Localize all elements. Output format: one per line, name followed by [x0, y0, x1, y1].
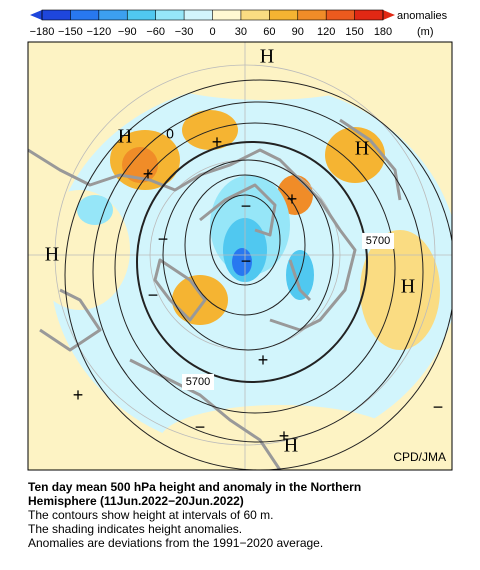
high-label: H [355, 138, 369, 160]
contour-label: 5700 [366, 235, 390, 247]
colorbar-unit: (m) [417, 26, 434, 38]
minus-sign: − [241, 196, 252, 216]
colorbar-tick-label: −60 [146, 26, 165, 38]
colorbar-segment [155, 10, 185, 20]
caption-title: Ten day mean 500 hPa height and anomaly … [28, 480, 361, 508]
minus-sign: − [195, 417, 206, 437]
minus-sign: − [148, 285, 159, 305]
anomaly-signs: + + + + + + − − − − − − 0 [73, 126, 444, 446]
anomaly-area [160, 405, 400, 470]
caption-title-line: Hemisphere (11Jun.2022−20Jun.2022) [28, 494, 244, 508]
figure: −180 −150 −120 −90 −60 −30 0 30 60 90 120 150 180 an… [27, 9, 453, 471]
high-label: H [45, 244, 59, 266]
anomaly-area [77, 195, 113, 225]
plus-sign: + [279, 426, 290, 446]
caption-body: The contours show height at intervals of… [28, 508, 323, 550]
colorbar-tick-label: 30 [235, 26, 247, 38]
minus-sign: − [158, 229, 169, 249]
colorbar-segment [269, 10, 299, 20]
plus-sign: + [212, 132, 223, 152]
high-label: H [284, 435, 298, 457]
colorbar-segment [212, 10, 242, 20]
colorbar-tick-label: 90 [292, 26, 304, 38]
map-labels: H H H H H H [45, 46, 415, 457]
colorbar-tick-label: 0 [209, 26, 215, 38]
colorbar-segment [127, 10, 157, 20]
plus-sign: + [73, 385, 84, 405]
minus-sign: − [241, 251, 252, 271]
contour-label-box [182, 374, 214, 390]
plus-sign: + [143, 164, 154, 184]
anomaly-area [145, 42, 385, 100]
high-label: H [260, 46, 274, 68]
anomaly-area [360, 230, 440, 350]
colorbar-tick-label: 150 [345, 26, 363, 38]
contour-label-box [362, 233, 394, 249]
credit: CPD/JMA [393, 450, 446, 464]
colorbar-segment [98, 10, 128, 20]
caption-line: The shading indicates height anomalies. [28, 522, 243, 536]
map-frame [27, 41, 453, 471]
colorbar-segment [354, 10, 384, 20]
high-label: H [401, 276, 415, 298]
colorbar-tick-label: −120 [86, 26, 111, 38]
colorbar-tick-label: −180 [30, 26, 55, 38]
colorbar-segment [240, 10, 270, 20]
colorbar-tick-label: −150 [58, 26, 83, 38]
plus-sign: + [287, 189, 298, 209]
colorbar-tick-label: 60 [263, 26, 275, 38]
colorbar-tick-label: −30 [175, 26, 194, 38]
caption-title-line: Ten day mean 500 hPa height and anomaly … [28, 480, 362, 494]
contours [64, 79, 452, 470]
colorbar-segment [42, 10, 71, 20]
colorbar-arrow [383, 10, 395, 20]
anomaly-area [286, 250, 314, 300]
colorbar-segment [70, 10, 100, 20]
zero-label: 0 [166, 126, 174, 142]
caption-line: The contours show height at intervals of… [28, 508, 274, 522]
caption-line: Anomalies are deviations from the 1991−2… [28, 536, 324, 550]
colorbar-segment [184, 10, 213, 20]
anomaly-area [172, 275, 228, 325]
anomaly-area [182, 110, 238, 150]
colorbar-tick-label: 120 [317, 26, 335, 38]
contour-label: 5700 [186, 376, 210, 388]
map [28, 42, 452, 470]
coastline [28, 118, 402, 470]
colorbar-tick-label: 180 [374, 26, 392, 38]
colorbar-tick-label: −90 [118, 26, 137, 38]
colorbar-segment [297, 10, 327, 20]
colorbar-title: anomalies [397, 10, 448, 22]
colorbar-segment [326, 10, 356, 20]
colorbar: −180 −150 −120 −90 −60 −30 0 30 60 90 120 150 180 [30, 9, 395, 38]
colorbar-arrow [30, 10, 42, 20]
plus-sign: + [258, 350, 269, 370]
high-label: H [118, 126, 132, 148]
minus-sign: − [433, 397, 444, 417]
